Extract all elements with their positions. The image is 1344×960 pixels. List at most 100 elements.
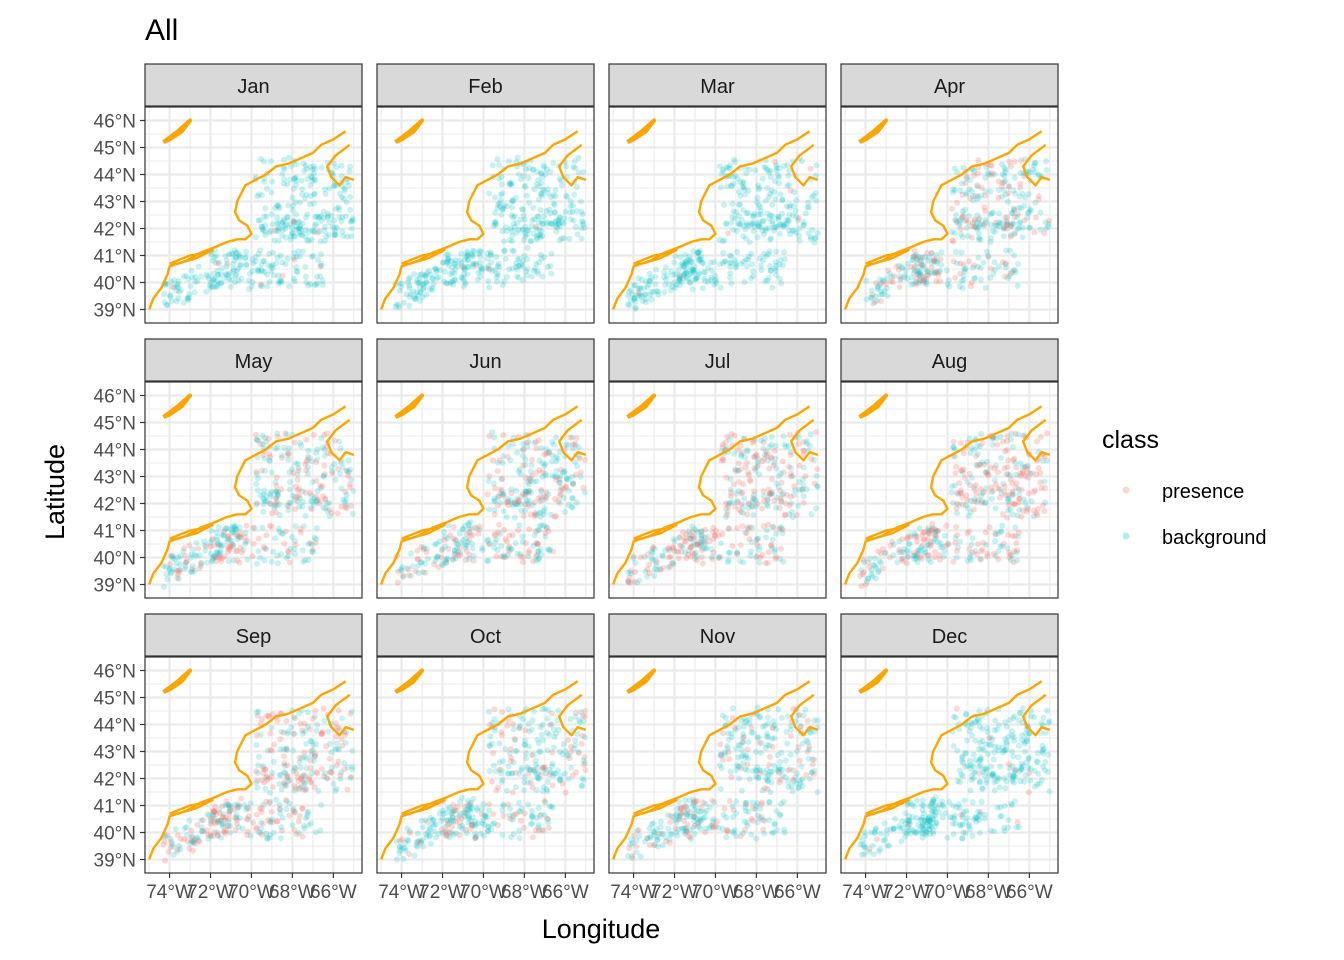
presence-point xyxy=(396,837,403,844)
background-point xyxy=(681,270,688,277)
background-point xyxy=(217,549,224,556)
background-point xyxy=(494,205,501,212)
y-tick-label: 44°N xyxy=(94,441,136,462)
background-point xyxy=(297,223,304,230)
presence-point xyxy=(567,434,574,441)
background-point xyxy=(573,184,580,190)
background-point xyxy=(297,764,304,771)
background-point xyxy=(237,262,244,269)
background-point xyxy=(470,260,477,267)
background-point xyxy=(211,553,218,559)
background-point xyxy=(1010,187,1017,194)
background-point xyxy=(269,178,276,185)
background-point xyxy=(448,257,454,264)
background-point xyxy=(463,830,470,837)
background-point xyxy=(950,186,957,193)
background-point xyxy=(289,534,295,540)
background-point xyxy=(321,237,328,244)
background-point xyxy=(1003,221,1010,228)
presence-point xyxy=(504,722,511,729)
background-point xyxy=(276,225,283,232)
background-point xyxy=(528,222,535,229)
background-point xyxy=(319,444,326,451)
background-point xyxy=(956,220,963,227)
background-point xyxy=(318,251,324,258)
background-point xyxy=(495,260,502,267)
background-point xyxy=(405,276,412,283)
background-point xyxy=(232,273,239,280)
background-point xyxy=(676,282,683,289)
background-point xyxy=(175,295,182,302)
background-point xyxy=(266,250,273,257)
background-point xyxy=(487,249,494,256)
background-point xyxy=(902,272,908,278)
background-point xyxy=(500,554,507,561)
background-point xyxy=(568,764,575,771)
presence-point xyxy=(985,254,992,260)
presence-point xyxy=(520,512,527,519)
background-point xyxy=(236,815,243,822)
presence-point xyxy=(414,556,421,563)
background-point xyxy=(503,228,510,235)
background-point xyxy=(524,192,531,199)
background-point xyxy=(556,500,563,507)
background-point xyxy=(400,573,407,580)
background-point xyxy=(755,182,761,189)
background-point xyxy=(773,272,780,279)
background-point xyxy=(516,522,523,529)
presence-point xyxy=(967,482,974,489)
background-point xyxy=(254,560,260,567)
background-point xyxy=(324,214,331,221)
background-point xyxy=(916,271,923,278)
background-point xyxy=(287,545,294,552)
background-point xyxy=(169,553,176,560)
background-point xyxy=(161,299,168,306)
presence-point xyxy=(778,497,785,504)
background-point xyxy=(506,179,513,186)
background-point xyxy=(229,528,236,535)
background-point xyxy=(726,436,733,443)
presence-point xyxy=(212,820,219,827)
presence-point xyxy=(995,556,1002,563)
background-point xyxy=(729,201,736,207)
presence-point xyxy=(316,500,323,507)
background-point xyxy=(215,259,222,266)
background-point xyxy=(340,496,347,503)
presence-point xyxy=(971,216,978,223)
background-point xyxy=(509,816,516,823)
background-point xyxy=(290,202,296,209)
background-point xyxy=(547,220,554,227)
background-point xyxy=(223,263,230,270)
background-point xyxy=(868,294,875,301)
presence-point xyxy=(1021,217,1028,224)
presence-point xyxy=(174,571,181,577)
background-point xyxy=(708,274,715,281)
presence-point xyxy=(292,541,299,548)
background-point xyxy=(509,228,516,235)
background-point xyxy=(186,817,193,824)
background-point xyxy=(776,275,783,282)
background-point xyxy=(958,277,965,284)
presence-point xyxy=(1008,163,1015,170)
presence-point xyxy=(871,299,878,306)
background-point xyxy=(651,545,658,552)
presence-point xyxy=(560,486,567,493)
background-point xyxy=(766,193,773,200)
background-point xyxy=(465,264,472,271)
background-point xyxy=(266,457,273,463)
background-point xyxy=(792,208,799,214)
background-point xyxy=(244,556,251,563)
background-point xyxy=(474,276,481,283)
presence-point xyxy=(496,457,503,464)
background-point xyxy=(433,266,440,273)
background-point xyxy=(257,155,264,162)
background-point xyxy=(556,237,563,244)
background-point xyxy=(524,265,531,272)
presence-point xyxy=(573,435,580,442)
background-point xyxy=(321,717,328,724)
background-point xyxy=(686,279,693,286)
presence-point xyxy=(984,550,991,557)
background-point xyxy=(491,498,498,505)
background-point xyxy=(784,182,791,189)
background-point xyxy=(326,185,333,192)
